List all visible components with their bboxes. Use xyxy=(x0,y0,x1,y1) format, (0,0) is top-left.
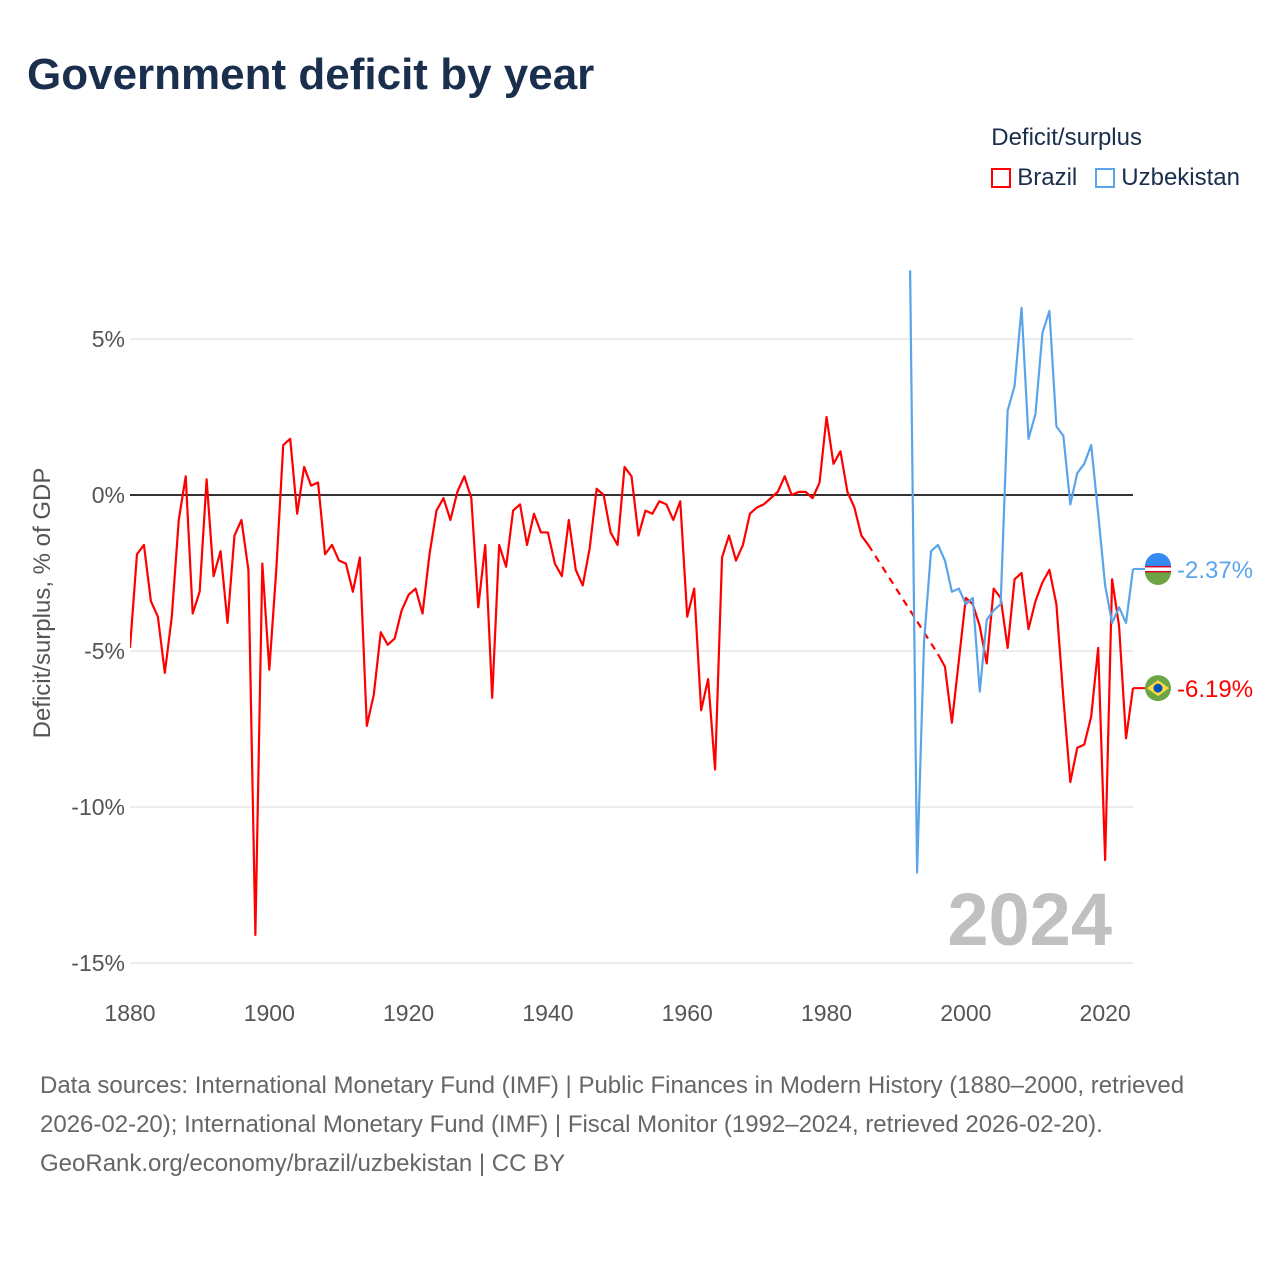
series-gap-brazil xyxy=(867,544,939,655)
flag-brazil-icon xyxy=(1145,675,1171,702)
y-tick-label: -10% xyxy=(71,794,125,820)
legend-label-brazil: Brazil xyxy=(1017,164,1078,191)
y-tick-label: -5% xyxy=(84,638,125,664)
footer: Data sources: International Monetary Fun… xyxy=(40,1066,1240,1183)
y-tick-label: 0% xyxy=(92,482,125,508)
line-chart: 5% 0% -5% -10% -15% 1880 1900 1920 1940 1960 1980 2… xyxy=(29,270,1253,1026)
series-line-brazil xyxy=(130,415,870,937)
credit-link[interactable]: GeoRank.org/economy/brazil/uzbekistan | … xyxy=(40,1150,566,1177)
series-line-uzbekistan xyxy=(909,270,1135,874)
end-label-brazil: -6.19% xyxy=(1177,676,1253,703)
legend: Deficit/surplus Brazil Uzbekistan xyxy=(991,124,1240,192)
x-tick-label: 1940 xyxy=(522,1000,573,1026)
flag-uzbekistan-icon xyxy=(1145,552,1171,585)
flag-stripe xyxy=(1145,570,1171,573)
data-sources: Data sources: International Monetary Fun… xyxy=(40,1072,1185,1138)
flag-green xyxy=(1145,571,1171,585)
chart-title: Government deficit by year xyxy=(27,50,595,99)
x-tick-label: 2000 xyxy=(940,1000,991,1026)
flag-blue xyxy=(1145,552,1171,566)
flag-stripe xyxy=(1145,565,1171,568)
x-tick-label: 1920 xyxy=(383,1000,434,1026)
year-watermark: 2024 xyxy=(947,878,1112,961)
end-label-uzbekistan: -2.37% xyxy=(1177,557,1253,584)
x-tick-label: 1880 xyxy=(104,1000,155,1026)
legend-label-uzbekistan: Uzbekistan xyxy=(1121,164,1240,191)
legend-item-brazil[interactable]: Brazil xyxy=(991,164,1077,192)
legend-swatch-brazil xyxy=(991,168,1012,188)
y-tick-label: 5% xyxy=(92,326,125,352)
legend-swatch-uzbekistan xyxy=(1095,168,1116,188)
x-tick-label: 1900 xyxy=(244,1000,295,1026)
legend-title: Deficit/surplus xyxy=(991,124,1142,151)
flag-globe xyxy=(1153,683,1163,693)
x-tick-label: 1980 xyxy=(801,1000,852,1026)
y-axis-label: Deficit/surplus, % of GDP xyxy=(29,468,56,739)
y-tick-label: -15% xyxy=(71,950,125,976)
x-tick-label: 1960 xyxy=(662,1000,713,1026)
series-line-brazil xyxy=(937,568,1135,862)
x-tick-label: 2020 xyxy=(1080,1000,1131,1026)
legend-item-uzbekistan[interactable]: Uzbekistan xyxy=(1095,164,1240,192)
